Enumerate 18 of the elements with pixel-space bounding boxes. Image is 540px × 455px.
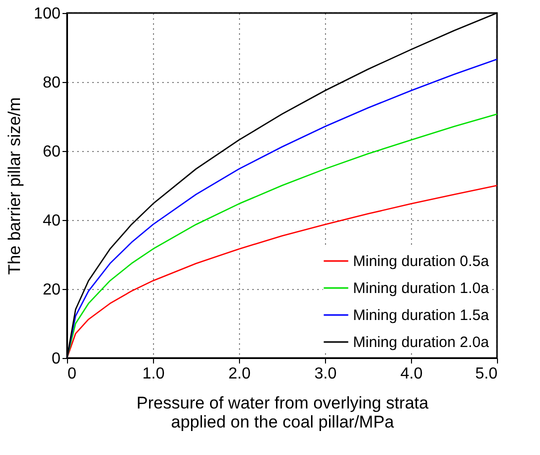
legend-label: Mining duration 0.5a xyxy=(353,253,490,270)
x-tick-label: 2.0 xyxy=(228,366,251,382)
x-tick-label: 3.0 xyxy=(314,366,337,382)
x-tick-label: 4.0 xyxy=(400,366,423,382)
y-tick-label: 20 xyxy=(42,282,61,298)
y-axis-title: The barrier pillar size/m xyxy=(4,97,24,275)
y-tick-label: 60 xyxy=(42,144,61,160)
y-tick-label: 80 xyxy=(42,74,61,92)
x-tick-label: 5.0 xyxy=(475,366,498,382)
x-tick-label: 1.0 xyxy=(142,366,165,382)
legend-label: Mining duration 2.0a xyxy=(353,334,490,351)
legend-label: Mining duration 1.5a xyxy=(353,307,490,324)
x-axis-title: Pressure of water from overlying strata applied on the coal pillar/MPa xyxy=(136,394,430,432)
legend-label: Mining duration 1.0a xyxy=(353,280,490,297)
y-tick-label: 0 xyxy=(52,350,61,368)
x-tick-label: 0 xyxy=(68,366,76,382)
y-tick-label: 40 xyxy=(42,212,61,230)
y-tick-label: 100 xyxy=(34,6,61,22)
